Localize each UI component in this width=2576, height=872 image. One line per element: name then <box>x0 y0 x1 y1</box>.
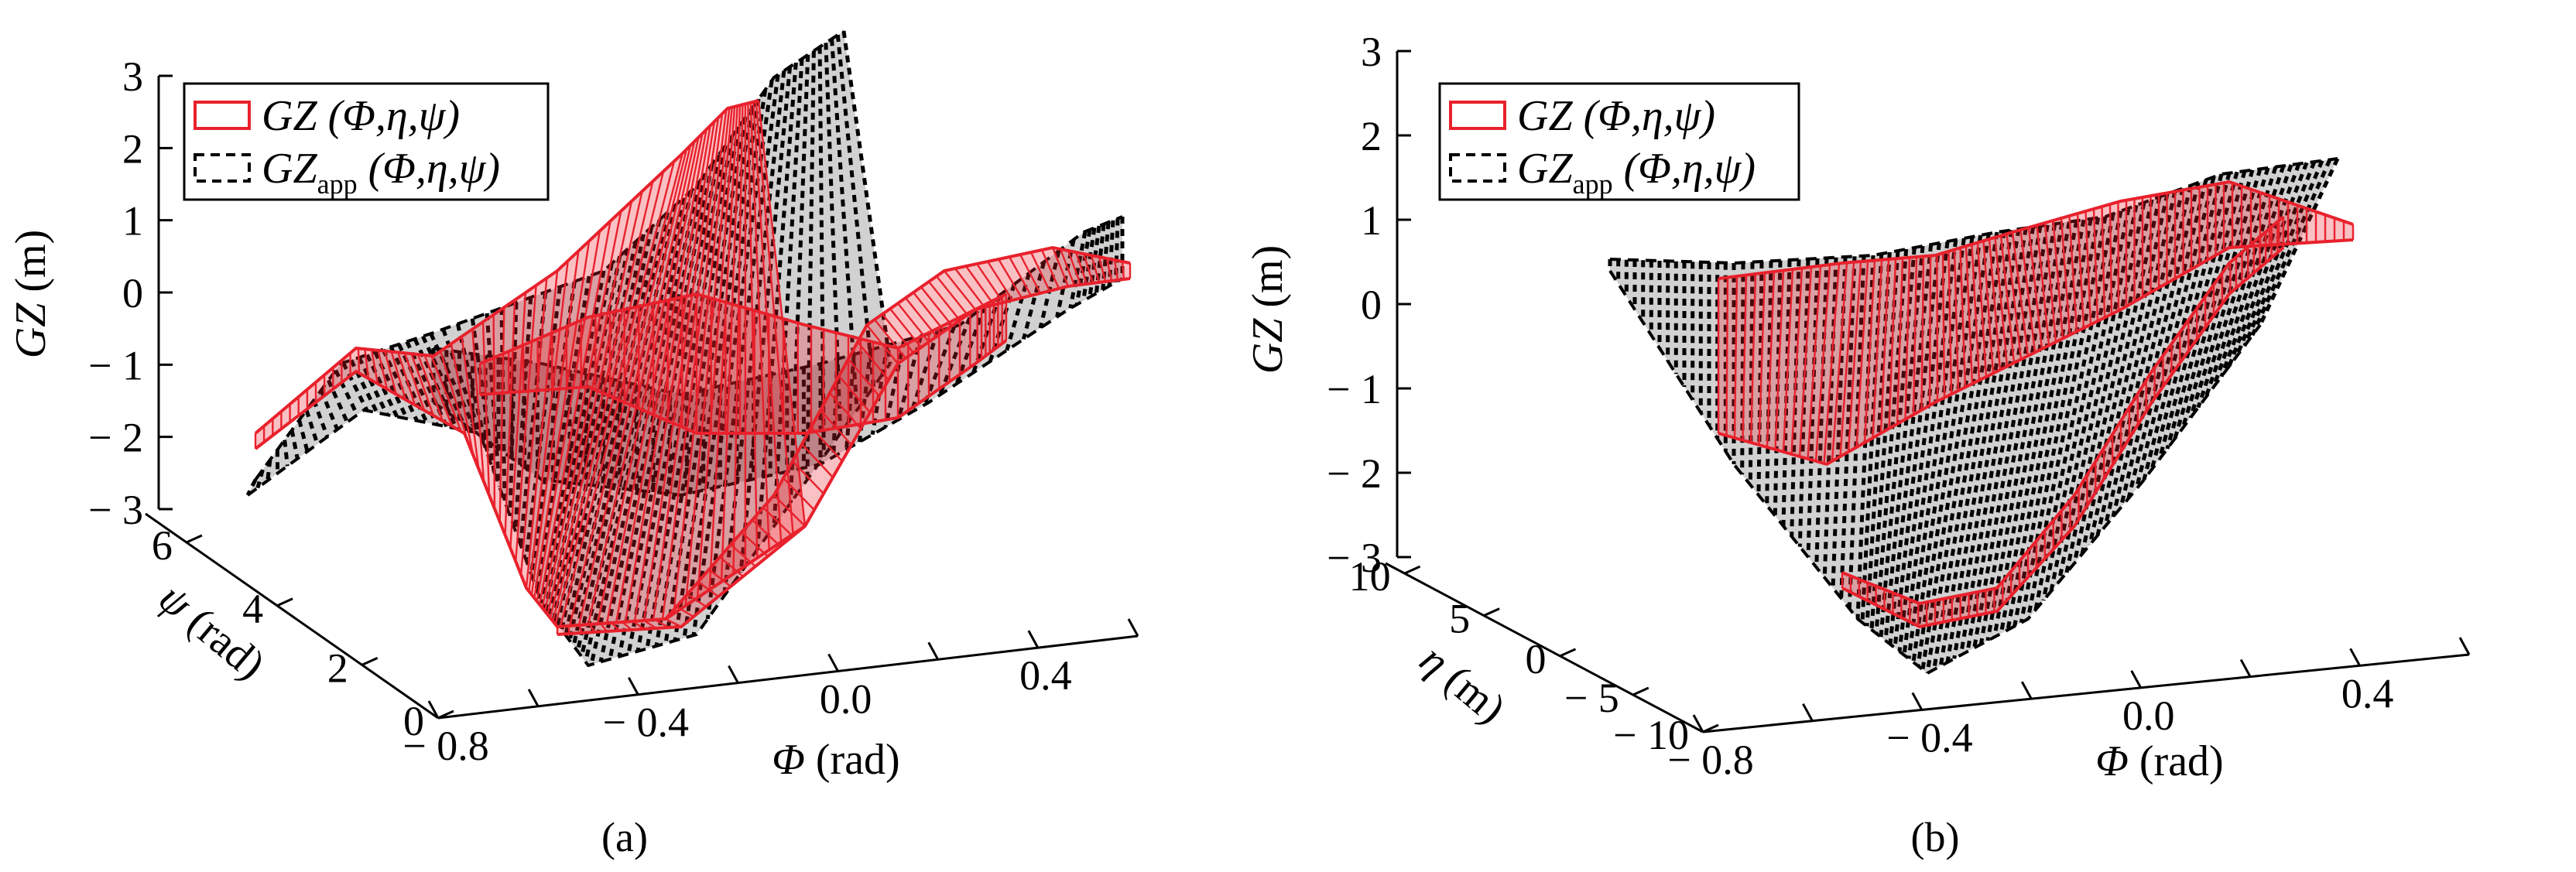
y-tick <box>1403 565 1421 575</box>
z-tick-label: − 1 <box>1327 366 1382 412</box>
x-tick <box>2130 670 2143 689</box>
y-tick-label: 2 <box>327 645 348 691</box>
z-axis-label: GZ (m) <box>7 230 55 358</box>
gz-surface-strip-5 <box>478 292 1008 435</box>
x-tick <box>927 641 940 661</box>
x-tick <box>1127 618 1139 637</box>
z-tick-label: 1 <box>1361 197 1382 244</box>
y-tick <box>1632 686 1649 696</box>
z-tick-label: 0 <box>1361 282 1382 328</box>
z-tick-label: − 1 <box>88 342 143 388</box>
y-tick-label: 5 <box>1449 596 1470 642</box>
x-axis-label: Φ (rad) <box>772 736 899 784</box>
y-axis-line <box>145 512 439 720</box>
z-tick-label: − 3 <box>1327 535 1382 581</box>
legend-swatch-gz <box>194 101 251 130</box>
legend-label-gz: GZ (Φ,η,ψ) <box>1517 92 1715 140</box>
y-tick <box>361 656 379 666</box>
panel-caption-b: (b) <box>1911 814 1960 860</box>
z-tick-label: 0 <box>122 270 143 316</box>
y-tick-label: 10 <box>1349 553 1391 600</box>
y-axis-line <box>1385 562 1704 734</box>
x-axis-line <box>437 634 1139 720</box>
x-tick-label: − 0.4 <box>1886 714 1972 761</box>
x-axis-line <box>1702 653 2470 734</box>
y-axis-label: η (m) <box>1411 635 1515 733</box>
x-tick <box>1802 703 1814 722</box>
x-tick <box>627 676 639 696</box>
y-tick-label: 0 <box>403 698 424 744</box>
legend-label-approx: GZapp (Φ,η,ψ) <box>262 145 500 200</box>
panel-caption-a: (a) <box>601 814 648 860</box>
legend-label-approx: GZapp (Φ,η,ψ) <box>1517 145 1756 200</box>
legend-swatch-gz <box>1449 101 1506 130</box>
x-tick <box>827 653 839 672</box>
x-tick <box>728 665 739 684</box>
z-tick-label: 1 <box>122 198 143 245</box>
legend-swatch-approx <box>194 153 251 183</box>
x-tick <box>2239 658 2252 678</box>
x-tick <box>427 700 440 719</box>
z-tick-label: − 2 <box>1327 450 1382 497</box>
y-tick-label: 6 <box>152 522 173 569</box>
x-tick-label: 0.0 <box>820 675 872 722</box>
surface-mesh <box>1608 157 2355 675</box>
x-axis-label: Φ (rad) <box>2095 737 2223 785</box>
x-tick <box>2020 681 2033 699</box>
z-tick-label: 3 <box>122 53 143 100</box>
y-tick-label: 0 <box>1526 636 1547 682</box>
gz-surface-strip-2 <box>1717 180 2355 467</box>
legend-swatch-approx <box>1449 153 1506 183</box>
x-tick-label: − 0.8 <box>1667 737 1753 783</box>
surface-mesh <box>245 29 1132 668</box>
gz-surface-strip-3 <box>1841 215 2285 629</box>
z-tick-label: 3 <box>1361 29 1382 75</box>
z-tick-label: − 3 <box>88 487 143 533</box>
x-tick-label: 0.4 <box>1019 652 1072 699</box>
y-tick <box>186 534 203 544</box>
y-tick-label: − 5 <box>1564 675 1619 721</box>
x-tick <box>2349 648 2361 667</box>
x-tick <box>1027 630 1040 648</box>
z-axis-label: GZ (m) <box>1244 245 1292 374</box>
legend: GZ (Φ,η,ψ) GZapp (Φ,η,ψ) <box>183 82 550 201</box>
x-tick-label: − 0.4 <box>603 699 689 746</box>
chart-panel-a: 3 2 1 0 − 1 − 2 − 3 0 2 4 6 − 0.8 − 0.4 0.0 0.4 GZ (m) Φ… <box>7 29 1139 784</box>
z-tick-label: − 2 <box>88 415 143 461</box>
x-tick <box>1911 692 1923 711</box>
z-tick-label: 2 <box>122 125 143 172</box>
x-tick <box>1692 714 1704 733</box>
y-tick <box>1559 648 1577 658</box>
x-tick <box>2458 637 2471 655</box>
x-tick-label: 0.0 <box>2122 692 2175 739</box>
x-tick-label: − 0.8 <box>402 723 488 769</box>
y-tick-label: 4 <box>242 586 263 632</box>
approx-surface-strip-1 <box>245 29 892 668</box>
y-tick-label: − 10 <box>1613 712 1689 758</box>
x-tick-label: 0.4 <box>2341 670 2394 716</box>
z-tick-label: 2 <box>1361 113 1382 159</box>
y-tick <box>276 597 293 607</box>
legend-label-gz: GZ (Φ,η,ψ) <box>262 92 460 140</box>
legend: GZ (Φ,η,ψ) GZapp (Φ,η,ψ) <box>1438 82 1800 201</box>
y-tick <box>1483 607 1500 617</box>
x-tick <box>527 689 540 707</box>
